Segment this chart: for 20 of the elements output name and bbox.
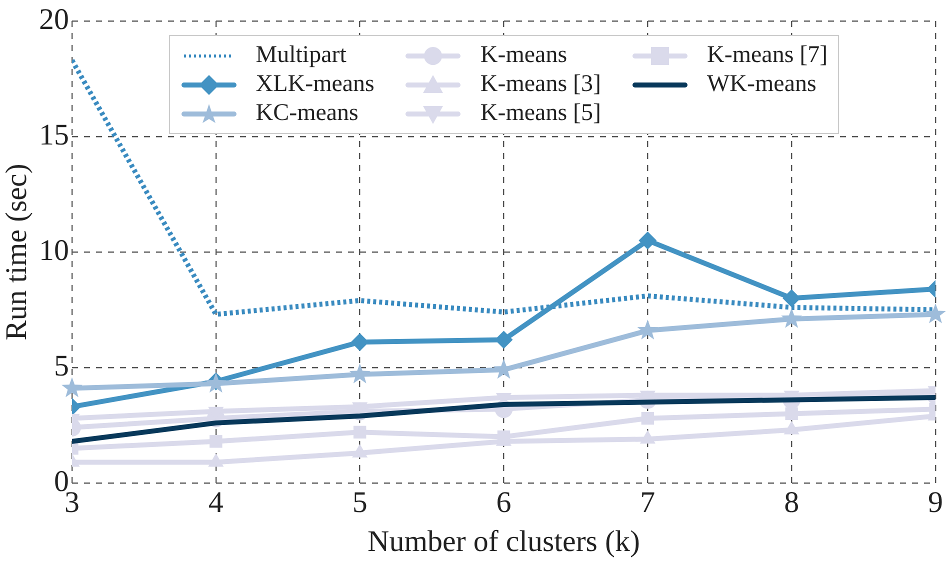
legend-label: K-means [7] bbox=[707, 42, 828, 69]
legend-label: K-means bbox=[480, 42, 568, 69]
y-tick-label: 15 bbox=[39, 118, 69, 152]
legend-label: Multipart bbox=[256, 42, 346, 69]
x-tick-label: 9 bbox=[928, 486, 943, 519]
x-tick-label: 7 bbox=[640, 486, 656, 519]
x-axis-title: Number of clusters (k) bbox=[368, 524, 640, 558]
legend-label: XLK-means bbox=[256, 71, 374, 98]
y-tick-label: 5 bbox=[54, 349, 69, 382]
legend-label: WK-means bbox=[707, 71, 816, 98]
x-tick-label: 6 bbox=[496, 486, 512, 519]
x-tick-label: 5 bbox=[352, 486, 368, 519]
y-tick-label: 10 bbox=[39, 234, 69, 267]
x-tick-label: 8 bbox=[784, 486, 800, 519]
x-tick-label: 4 bbox=[208, 486, 224, 519]
legend-label: K-means [5] bbox=[480, 100, 602, 127]
y-tick-label: 20 bbox=[39, 2, 69, 36]
y-axis-title: Run time (sec) bbox=[0, 164, 33, 340]
legend-label: K-means [3] bbox=[480, 71, 602, 98]
legend-label: KC-means bbox=[256, 100, 358, 127]
